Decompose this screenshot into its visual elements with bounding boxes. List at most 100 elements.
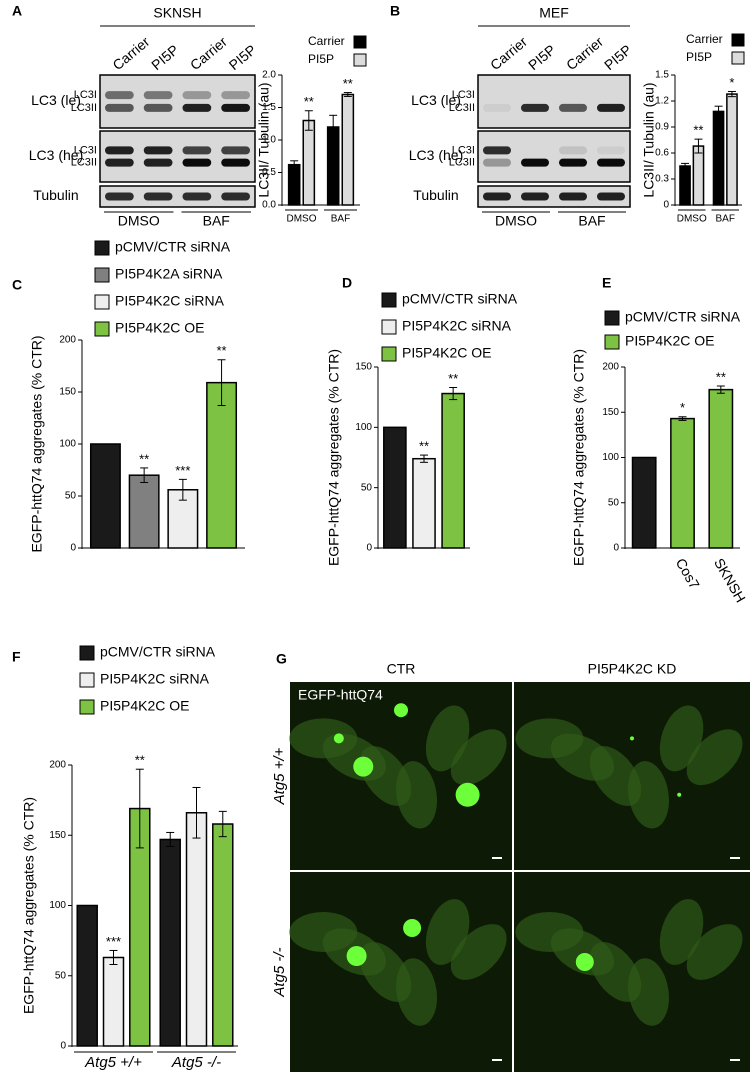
blot-frame [477, 185, 631, 208]
band [143, 146, 173, 155]
band [105, 146, 134, 155]
legend-label: PI5P4K2C OE [625, 333, 715, 349]
legend-swatch [353, 53, 367, 67]
band [559, 103, 587, 112]
band [559, 146, 587, 155]
band [597, 146, 625, 155]
lane-label: PI5P [525, 41, 559, 73]
row-label: Tubulin [413, 187, 458, 203]
y-tick-label: 2.0 [262, 70, 276, 81]
significance: ** [419, 439, 429, 454]
legend-swatch [94, 321, 110, 337]
x-tick-label: Cos7 [673, 555, 703, 591]
y-tick-label: 50 [361, 482, 373, 493]
significance: ** [139, 451, 149, 466]
legend-swatch [604, 334, 620, 350]
y-tick-label: 0.0 [262, 200, 276, 211]
group-label: DMSO [495, 213, 537, 229]
legend-label: PI5P4K2C OE [115, 320, 205, 336]
row-label: LC3 (le) [31, 92, 81, 108]
legend-label: PI5P [686, 50, 712, 64]
legend-swatch [731, 51, 745, 65]
blot-frame [99, 130, 256, 183]
y-tick-label: 100 [602, 452, 619, 463]
aggregate [455, 782, 480, 807]
y-axis-label: EGFP-httQ74 aggregates (% CTR) [21, 797, 37, 1014]
aggregate [353, 756, 374, 777]
legend-swatch [604, 310, 620, 326]
band [483, 192, 511, 201]
row-label: LC3 (le) [411, 92, 461, 108]
significance: *** [106, 934, 121, 949]
legend-label: PI5P4K2C OE [100, 698, 190, 714]
band [521, 192, 549, 201]
lane-label: Carrier [187, 33, 230, 73]
band [105, 158, 134, 167]
cell [628, 761, 669, 829]
y-tick-label: 200 [602, 362, 619, 373]
bar [679, 165, 691, 206]
significance: ** [135, 753, 145, 768]
y-tick-label: 0.9 [655, 122, 669, 133]
y-tick-label: 200 [49, 760, 66, 771]
legend-label: pCMV/CTR siRNA [100, 644, 216, 660]
bar [692, 145, 705, 206]
aggregate [346, 946, 367, 966]
significance: ** [304, 94, 314, 109]
cell [450, 924, 507, 980]
bar [302, 119, 316, 206]
x-tick-label: Atg5 -/- [171, 1054, 221, 1071]
y-axis-label: EGFP-httQ74 aggregates (% CTR) [571, 349, 587, 566]
significance: ** [343, 76, 353, 91]
legend-label: PI5P4K2C siRNA [402, 318, 512, 334]
band [597, 158, 625, 167]
legend-label: PI5P4K2C siRNA [100, 671, 210, 687]
band [597, 103, 625, 112]
y-tick-label: 0.5 [262, 167, 276, 178]
lane-label: PI5P [226, 41, 260, 73]
cell [450, 729, 507, 786]
aggregate [333, 733, 344, 744]
lane-label: PI5P [148, 41, 182, 73]
x-tick-label: DMSO [287, 214, 317, 225]
legend-label: pCMV/CTR siRNA [115, 239, 231, 255]
cell [686, 729, 743, 786]
band [105, 91, 134, 100]
blot-frame [99, 185, 256, 208]
y-axis-label: LC3II/ Tubulin (au) [256, 82, 272, 197]
legend-label: PI5P4K2C OE [402, 345, 492, 361]
aggregate [403, 919, 422, 937]
bar [412, 457, 436, 549]
bar [441, 392, 465, 549]
band-label: LC3I [74, 89, 97, 101]
significance: ** [716, 369, 726, 384]
y-tick-label: 200 [59, 335, 76, 346]
y-tick-label: 100 [59, 439, 76, 450]
y-tick-label: 100 [49, 900, 66, 911]
band [182, 103, 212, 112]
panel-letter: G [276, 651, 287, 667]
bar [76, 904, 98, 1047]
legend-swatch [381, 346, 397, 362]
band [221, 192, 250, 201]
significance: * [729, 75, 734, 90]
significance: ** [448, 371, 458, 386]
y-tick-label: 1.5 [655, 70, 669, 81]
significance: ** [693, 123, 703, 138]
column-label: PI5P4K2C KD [588, 661, 677, 677]
bar [631, 456, 657, 549]
band-label: LC3I [452, 144, 475, 156]
bar [670, 417, 695, 549]
band [559, 192, 587, 201]
bar [726, 93, 738, 206]
y-tick-label: 50 [65, 491, 77, 502]
legend-swatch [94, 240, 110, 256]
x-tick-label: Atg5 +/+ [84, 1054, 142, 1071]
y-tick-label: 50 [608, 497, 620, 508]
y-tick-label: 1.5 [262, 102, 276, 113]
band [483, 103, 511, 112]
legend-label: pCMV/CTR siRNA [625, 309, 741, 325]
legend-swatch [79, 672, 95, 688]
band [182, 146, 212, 155]
